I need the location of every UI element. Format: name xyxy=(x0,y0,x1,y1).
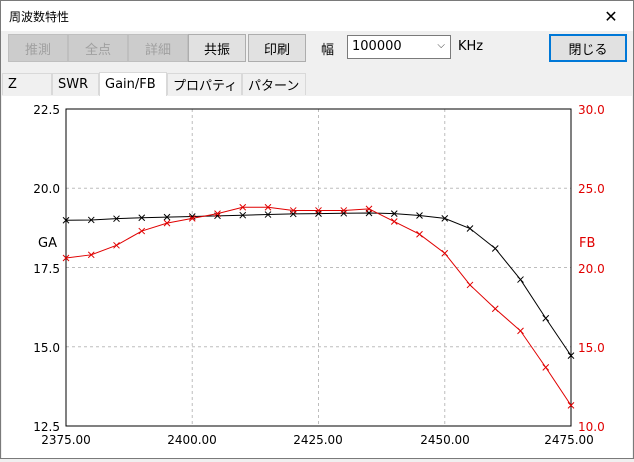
data-point-fb-10 xyxy=(315,207,322,214)
width-select[interactable]: 100000 ⌵ xyxy=(347,35,451,59)
data-point-fb-6 xyxy=(214,210,221,217)
data-point-ga-14 xyxy=(416,212,423,219)
y-right-tick-1: 25.0 xyxy=(578,182,605,196)
all-points-button[interactable]: 全点 xyxy=(68,34,128,62)
data-point-fb-18 xyxy=(517,327,524,335)
data-point-ga-7 xyxy=(239,211,247,219)
y-left-tick-2: 17.5 xyxy=(33,262,60,276)
data-point-fb-2 xyxy=(113,241,120,249)
data-point-ga-17 xyxy=(491,245,499,252)
data-point-fb-15 xyxy=(441,249,449,257)
tab-properties[interactable]: プロパティ xyxy=(167,73,242,95)
series-layer xyxy=(62,203,575,409)
tab-swr[interactable]: SWR xyxy=(52,73,99,95)
detail-button[interactable]: 詳細 xyxy=(128,34,188,62)
resonance-button[interactable]: 共振 xyxy=(188,34,246,62)
tab-pattern[interactable]: パターン xyxy=(242,73,306,95)
close-window-button[interactable]: ✕ xyxy=(589,1,633,31)
chevron-down-icon: ⌵ xyxy=(437,40,445,51)
data-point-ga-15 xyxy=(441,215,449,222)
data-point-fb-3 xyxy=(138,227,146,235)
data-point-fb-8 xyxy=(264,203,272,211)
y-left-tick-4: 12.5 xyxy=(33,420,60,434)
data-point-fb-13 xyxy=(390,218,398,225)
data-point-ga-3 xyxy=(138,214,146,222)
data-point-fb-17 xyxy=(491,305,499,313)
y-right-tick-2: 20.0 xyxy=(578,262,605,276)
data-point-fb-20 xyxy=(567,402,575,409)
data-point-fb-16 xyxy=(466,281,474,289)
data-point-fb-1 xyxy=(87,251,95,259)
data-point-ga-2 xyxy=(113,215,120,223)
data-point-fb-4 xyxy=(163,219,171,227)
plot-area xyxy=(65,108,572,427)
data-point-ga-1 xyxy=(87,216,95,224)
data-point-ga-0 xyxy=(62,216,70,224)
y-right-axis-label: FB xyxy=(579,236,595,251)
y-left-tick-1: 20.0 xyxy=(33,182,60,196)
grid-lines xyxy=(66,109,571,426)
data-point-fb-7 xyxy=(239,203,247,211)
chart-panel: 22.5 20.0 17.5 15.0 12.5 30.0 25.0 20.0 … xyxy=(2,96,632,458)
x-tick-4: 2475.00 xyxy=(544,433,594,447)
data-point-ga-4 xyxy=(163,213,171,221)
data-point-fb-0 xyxy=(62,254,70,262)
width-value: 100000 xyxy=(352,39,402,54)
data-point-ga-19 xyxy=(542,314,550,322)
x-tick-0: 2375.00 xyxy=(41,433,91,447)
estimate-button[interactable]: 推測 xyxy=(8,34,68,62)
data-point-ga-8 xyxy=(264,211,272,218)
y-right-tick-4: 10.0 xyxy=(578,420,605,434)
data-point-fb-19 xyxy=(542,364,550,371)
x-tick-3: 2450.00 xyxy=(420,433,470,447)
unit-label: KHz xyxy=(458,39,484,54)
data-point-fb-14 xyxy=(416,230,423,238)
data-point-ga-16 xyxy=(466,225,474,232)
x-tick-1: 2400.00 xyxy=(167,433,217,447)
data-point-fb-11 xyxy=(340,207,348,214)
width-label: 幅 xyxy=(321,43,335,58)
print-button[interactable]: 印刷 xyxy=(248,34,306,62)
data-point-ga-13 xyxy=(390,210,398,217)
data-point-ga-10 xyxy=(315,210,322,217)
gain-fb-chart: 22.5 20.0 17.5 15.0 12.5 30.0 25.0 20.0 … xyxy=(33,103,605,447)
y-left-tick-0: 22.5 xyxy=(33,103,60,117)
data-point-fb-9 xyxy=(289,207,297,214)
close-button[interactable]: 閉じる xyxy=(549,34,627,62)
y-right-tick-0: 30.0 xyxy=(578,103,605,117)
tab-z[interactable]: Z xyxy=(2,73,52,95)
data-point-fb-12 xyxy=(365,205,373,213)
data-point-ga-18 xyxy=(517,276,524,283)
window-title: 周波数特性 xyxy=(9,10,70,24)
y-left-axis-label: GA xyxy=(38,236,57,251)
data-point-ga-20 xyxy=(567,352,575,359)
x-tick-2: 2425.00 xyxy=(293,433,343,447)
data-point-fb-5 xyxy=(188,215,196,222)
title-bar: 周波数特性 ✕ xyxy=(1,1,633,31)
data-point-ga-11 xyxy=(340,209,348,217)
close-icon: ✕ xyxy=(604,6,618,26)
tab-gain-fb[interactable]: Gain/FB xyxy=(99,72,167,96)
y-right-tick-3: 15.0 xyxy=(578,341,605,355)
y-left-tick-3: 15.0 xyxy=(33,341,60,355)
